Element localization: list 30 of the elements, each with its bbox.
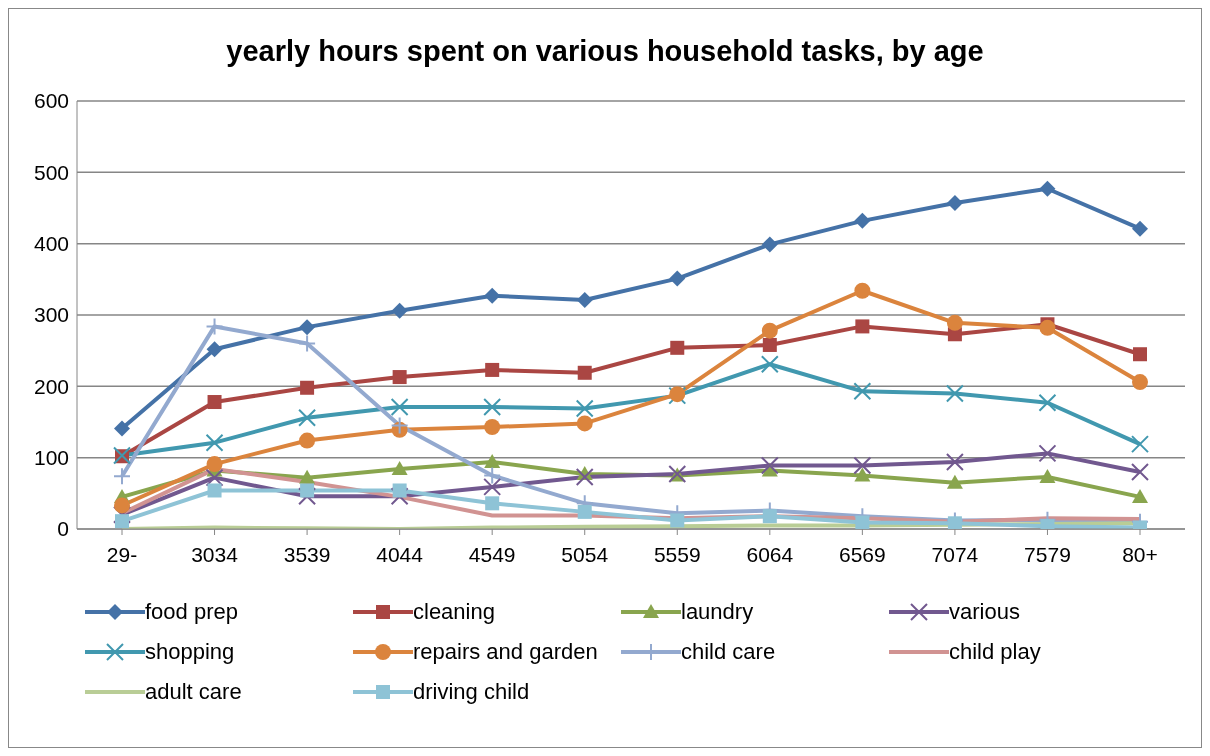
x-tick-label: 7074: [931, 542, 979, 566]
x-tick-label: 4044: [376, 542, 424, 566]
legend-label: laundry: [681, 599, 754, 625]
y-tick-label: 300: [33, 303, 69, 327]
legend-label: shopping: [145, 639, 235, 665]
y-tick-label: 0: [57, 517, 69, 541]
legend-label: driving child: [413, 679, 530, 705]
y-tick-label: 600: [33, 89, 69, 113]
x-tick-label: 4549: [468, 542, 516, 566]
y-tick-label: 100: [33, 446, 69, 470]
x-tick-label: 80+: [1122, 542, 1158, 566]
x-tick-label: 7579: [1024, 542, 1071, 566]
legend-label: adult care: [145, 679, 242, 705]
legend-label: cleaning: [413, 599, 495, 625]
legend-label: child play: [949, 639, 1041, 665]
x-tick-label: 5054: [561, 542, 609, 566]
y-tick-label: 500: [33, 160, 69, 184]
y-tick-label: 200: [33, 374, 69, 398]
legend-label: repairs and garden: [413, 639, 598, 665]
y-tick-label: 400: [33, 232, 69, 256]
x-tick-label: 6569: [839, 542, 886, 566]
legend-label: various: [949, 599, 1020, 625]
x-tick-label: 3539: [283, 542, 331, 566]
legend-label: child care: [681, 639, 776, 665]
legend-label: food prep: [145, 599, 238, 625]
x-tick-label: 6064: [746, 542, 794, 566]
x-tick-label: 3034: [191, 542, 239, 566]
x-tick-label: 29-: [106, 542, 138, 566]
x-tick-label: 5559: [653, 542, 701, 566]
chart-title: yearly hours spent on various household tasks, by age: [225, 34, 985, 69]
